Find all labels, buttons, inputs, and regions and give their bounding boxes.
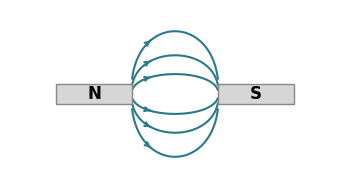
Text: S: S	[250, 85, 262, 103]
Bar	[56, 84, 132, 104]
Bar	[218, 84, 294, 104]
Text: N: N	[88, 85, 101, 103]
